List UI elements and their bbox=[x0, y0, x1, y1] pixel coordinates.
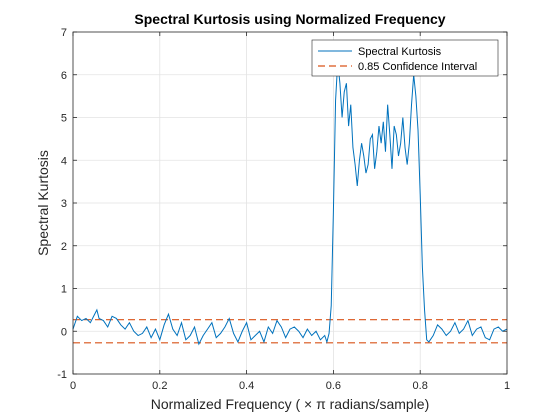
x-axis-ticks: 0 0.2 0.4 0.6 0.8 1 bbox=[70, 32, 510, 392]
y-axis-label: Spectral Kurtosis bbox=[35, 150, 51, 256]
y-tick-label: 1 bbox=[61, 284, 67, 296]
legend-box bbox=[311, 39, 499, 77]
legend-label-spectral-kurtosis: Spectral Kurtosis bbox=[358, 46, 442, 58]
confidence-interval-lines bbox=[73, 319, 507, 344]
y-tick-label: 0 bbox=[61, 326, 67, 338]
y-tick-label: 4 bbox=[61, 155, 67, 167]
spectral-kurtosis-line bbox=[72, 61, 508, 346]
y-tick-label: 7 bbox=[61, 27, 67, 39]
y-tick-label: 2 bbox=[61, 241, 67, 253]
legend-label-confidence-interval: 0.85 Confidence Interval bbox=[358, 61, 477, 73]
x-axis-label: Normalized Frequency ( × π radians/sampl… bbox=[151, 396, 430, 412]
x-tick-label: 0.8 bbox=[413, 380, 428, 392]
y-tick-label: 5 bbox=[61, 113, 67, 125]
x-tick-label: 0.6 bbox=[326, 380, 341, 392]
y-tick-label: 3 bbox=[61, 198, 67, 210]
y-axis-ticks: -1 0 1 2 3 4 5 6 7 bbox=[57, 27, 507, 381]
x-tick-label: 0.4 bbox=[239, 380, 254, 392]
chart-title: Spectral Kurtosis using Normalized Frequ… bbox=[134, 11, 445, 27]
y-tick-label: 6 bbox=[61, 70, 67, 82]
x-tick-label: 1 bbox=[504, 380, 510, 392]
y-tick-label: -1 bbox=[57, 369, 67, 381]
x-tick-label: 0.2 bbox=[152, 380, 167, 392]
x-tick-label: 0 bbox=[70, 380, 76, 392]
legend: Spectral Kurtosis 0.85 Confidence Interv… bbox=[311, 39, 499, 77]
grid-lines bbox=[73, 32, 507, 374]
